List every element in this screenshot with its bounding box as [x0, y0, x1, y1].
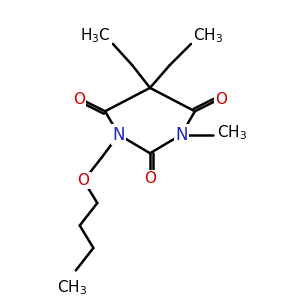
Text: O: O	[73, 92, 85, 107]
Text: CH$_{3}$: CH$_{3}$	[193, 27, 223, 46]
Text: CH$_{3}$: CH$_{3}$	[57, 278, 87, 297]
Text: O: O	[144, 171, 156, 186]
Text: CH$_{3}$: CH$_{3}$	[218, 123, 248, 142]
Text: O: O	[78, 173, 90, 188]
Text: N: N	[112, 126, 125, 144]
Text: H$_{3}$C: H$_{3}$C	[80, 27, 111, 46]
Text: N: N	[175, 126, 188, 144]
Text: O: O	[215, 92, 227, 107]
